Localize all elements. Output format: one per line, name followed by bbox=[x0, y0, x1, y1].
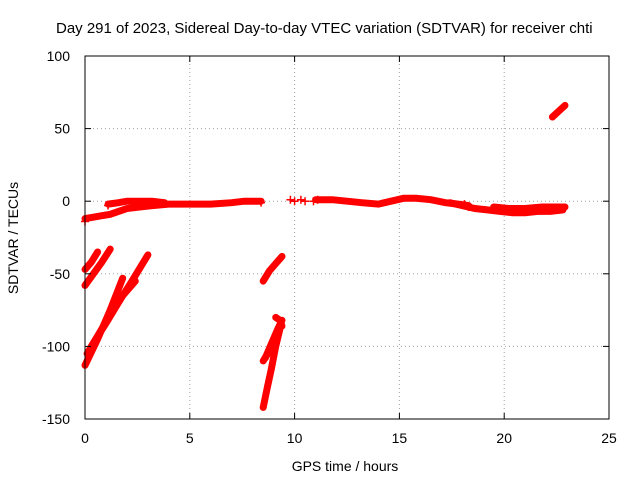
y-tick-label: 0 bbox=[62, 193, 70, 209]
plot-frame bbox=[84, 55, 610, 420]
data-point bbox=[309, 197, 318, 206]
data-point bbox=[460, 200, 469, 209]
data-point bbox=[257, 198, 266, 207]
data-trace bbox=[272, 313, 286, 330]
tick-layer: 0 5 10 15 20 25 -150 -100 -50 0 50 100 bbox=[42, 48, 617, 446]
data-trace bbox=[312, 194, 473, 210]
y-tick-label: -150 bbox=[42, 411, 70, 427]
data-trace bbox=[259, 340, 278, 365]
data-trace bbox=[81, 248, 102, 273]
data-trace bbox=[490, 203, 569, 212]
x-tick-label: 25 bbox=[601, 430, 617, 446]
data-layer bbox=[81, 101, 569, 411]
data-point bbox=[104, 201, 113, 210]
series-2 bbox=[81, 245, 286, 411]
data-point bbox=[313, 195, 322, 204]
y-tick-label: -100 bbox=[42, 338, 70, 354]
chart-title-text: Day 291 of 2023, Sidereal Day-to-day VTE… bbox=[56, 20, 593, 37]
x-tick-label: 0 bbox=[81, 430, 89, 446]
x-tick-label: 20 bbox=[496, 430, 512, 446]
x-tick-label: 5 bbox=[186, 430, 194, 446]
chart-title: Day 291 of 2023, Sidereal Day-to-day VTE… bbox=[56, 20, 593, 37]
x-tick-label: 15 bbox=[392, 430, 408, 446]
data-point bbox=[301, 197, 310, 206]
data-point bbox=[296, 195, 305, 204]
x-axis-label: GPS time / hours bbox=[292, 458, 399, 474]
data-point bbox=[290, 197, 299, 206]
data-trace bbox=[81, 245, 114, 289]
data-trace bbox=[81, 197, 265, 223]
grid-layer bbox=[85, 56, 609, 419]
data-point bbox=[464, 203, 473, 212]
data-trace bbox=[259, 252, 286, 285]
y-tick-label: 50 bbox=[54, 121, 70, 137]
x-tick-label: 10 bbox=[287, 430, 303, 446]
data-trace bbox=[548, 101, 569, 121]
data-trace bbox=[87, 277, 139, 350]
data-trace bbox=[259, 325, 284, 411]
y-axis-label: SDTVAR / TECUs bbox=[5, 182, 21, 294]
y-tick-label: 100 bbox=[47, 48, 71, 64]
series-1 bbox=[81, 101, 569, 226]
data-trace bbox=[104, 197, 169, 208]
data-point bbox=[286, 195, 295, 204]
y-tick-label: -50 bbox=[50, 266, 70, 282]
